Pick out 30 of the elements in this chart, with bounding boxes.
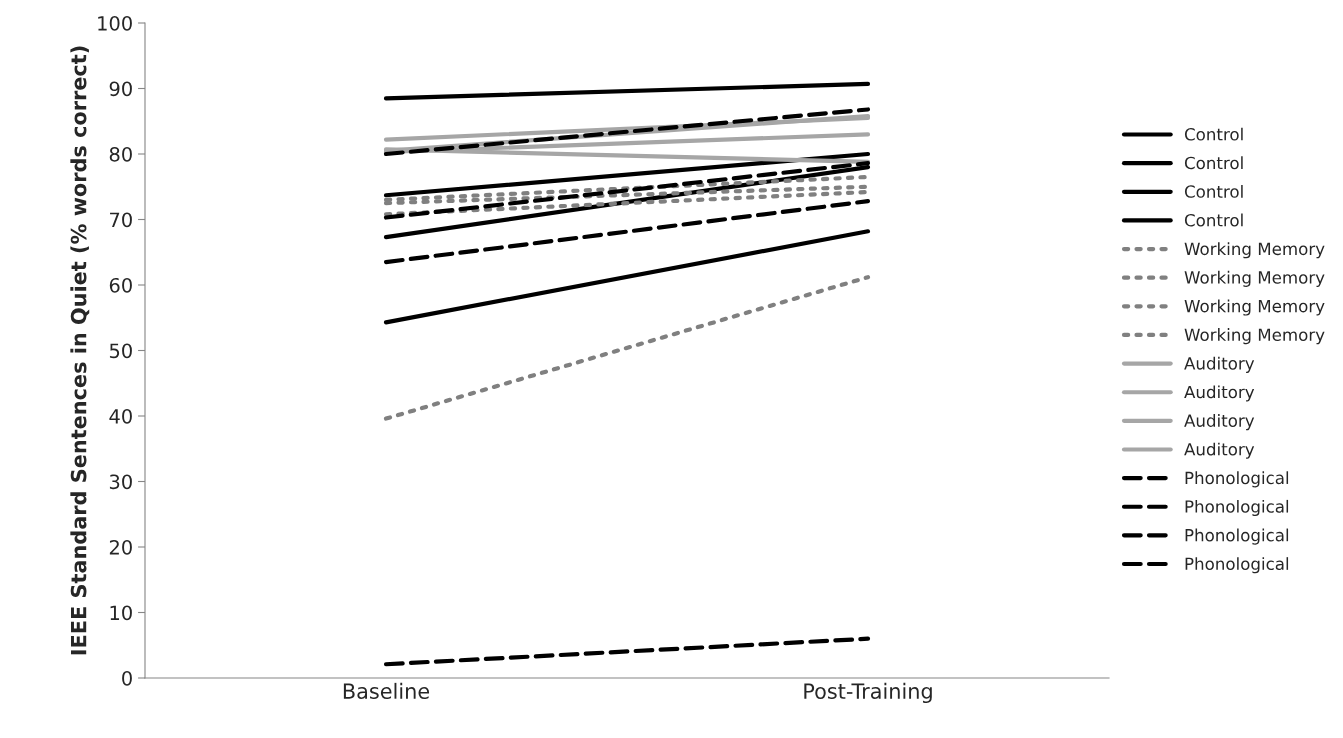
y-tick-label: 30 bbox=[109, 474, 132, 490]
legend-label: Auditory bbox=[1184, 385, 1255, 402]
legend-label: Auditory bbox=[1184, 442, 1255, 459]
x-tick-label: Post-Training bbox=[804, 682, 932, 704]
y-tick-label: 60 bbox=[109, 277, 132, 293]
y-tick-label: 80 bbox=[109, 146, 132, 162]
legend-label: Working Memory bbox=[1184, 299, 1325, 316]
legend-label: Phonological bbox=[1185, 528, 1289, 545]
legend-label: Auditory bbox=[1184, 356, 1255, 373]
x-tick-label: Baseline bbox=[343, 682, 430, 699]
legend-label: Control bbox=[1184, 213, 1243, 227]
y-tick-label: 10 bbox=[110, 605, 132, 621]
legend-label: Phonological bbox=[1185, 499, 1289, 517]
legend-label: Control bbox=[1184, 184, 1243, 198]
y-tick-label: 40 bbox=[109, 408, 132, 424]
legend-label: Working Memory bbox=[1184, 270, 1325, 287]
y-tick-label: 50 bbox=[109, 343, 132, 359]
y-tick-label: 70 bbox=[110, 212, 132, 228]
y-tick-label: 0 bbox=[122, 670, 132, 686]
legend-label: Working Memory bbox=[1184, 242, 1325, 259]
y-axis-title: IEEE Standard Sentences in Quiet (% words correct) bbox=[70, 46, 90, 655]
legend-label: Phonological bbox=[1185, 557, 1289, 574]
y-tick-label: 20 bbox=[109, 539, 132, 555]
y-tick-label: 100 bbox=[98, 15, 132, 31]
legend-label: Control bbox=[1184, 127, 1243, 141]
legend-label: Working Memory bbox=[1184, 328, 1325, 345]
legend-label: Phonological bbox=[1185, 471, 1289, 488]
legend-label: Auditory bbox=[1184, 414, 1255, 431]
legend-label: Control bbox=[1184, 156, 1243, 170]
y-tick-label: 90 bbox=[109, 81, 132, 97]
